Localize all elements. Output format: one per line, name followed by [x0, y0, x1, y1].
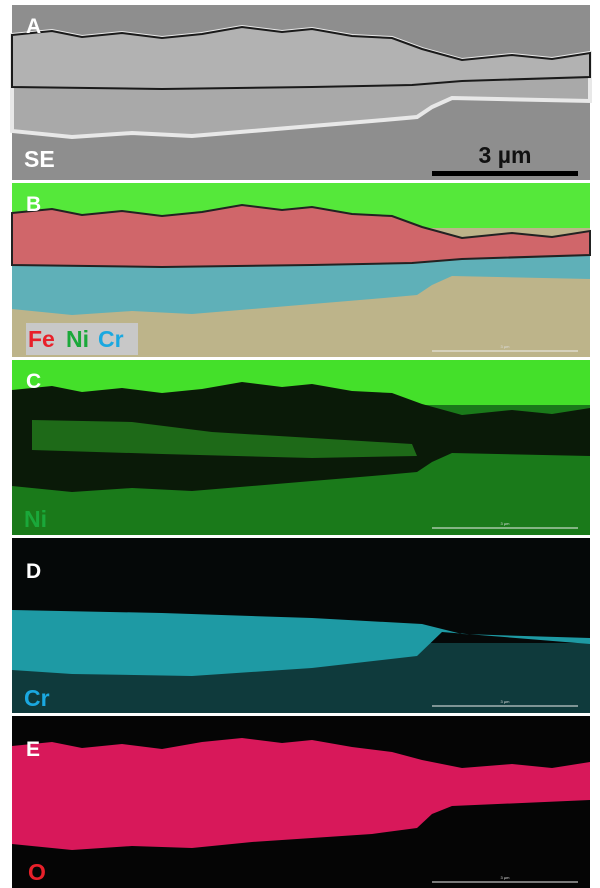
panel-label: Fe	[28, 326, 55, 352]
panel-e: E O 3 µm	[12, 716, 590, 888]
panel-label: Cr	[98, 326, 124, 352]
panel-b: B Fe Ni Cr 3 µm	[11, 183, 591, 357]
scale-label: 3 µm	[501, 875, 511, 880]
panel-label: O	[28, 859, 46, 885]
ni-inner-band	[32, 420, 417, 458]
panel-letter: A	[26, 15, 41, 38]
panel-letter: D	[26, 560, 41, 583]
scale-bar	[432, 171, 578, 176]
panel-label: Ni	[24, 506, 47, 532]
panel-letter: E	[26, 738, 40, 761]
panel-d: D Cr 3 µm	[12, 538, 590, 713]
panel-letter: B	[26, 193, 41, 216]
panel-label: SE	[24, 146, 55, 172]
scale-label: 3 µm	[479, 142, 532, 168]
panel-a: A SE 3 µm	[10, 5, 592, 180]
panel-label: Cr	[24, 685, 50, 711]
panel-c: C Ni 3 µm	[12, 360, 590, 535]
scale-label: 3 µm	[501, 344, 511, 349]
oxygen-layer	[12, 738, 590, 850]
panel-letter: C	[26, 370, 41, 393]
cr-oxide-layer	[12, 610, 590, 676]
scale-label: 3 µm	[501, 521, 511, 526]
panel-label: Ni	[66, 326, 89, 352]
scale-label: 3 µm	[501, 699, 511, 704]
label-box	[26, 323, 138, 355]
